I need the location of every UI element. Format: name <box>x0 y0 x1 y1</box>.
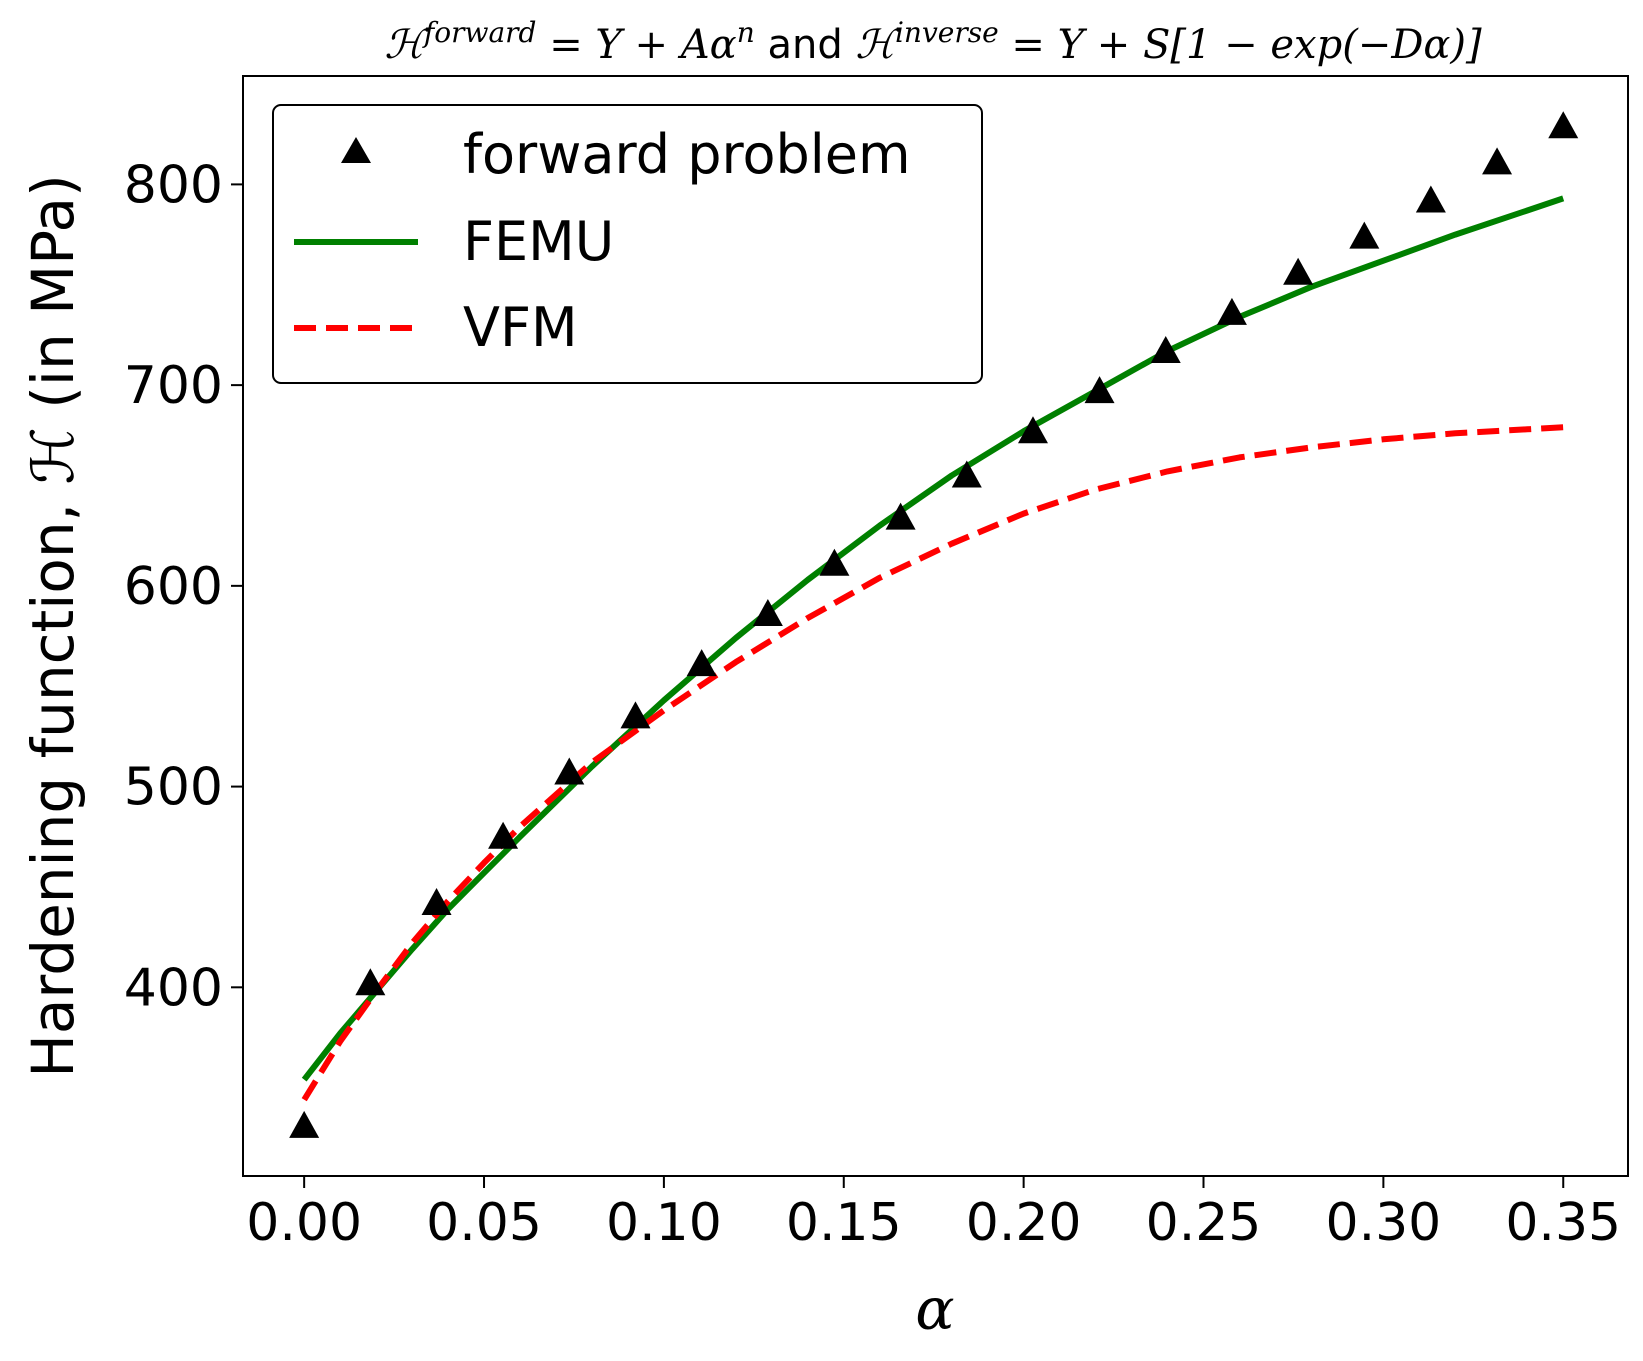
title-sup-forward: forward <box>422 16 537 49</box>
title-sup-n: n <box>737 16 755 49</box>
y-tick-label: 400 <box>124 958 223 1018</box>
title-eq-inverse: = Y + S[1 − exp(−Dα)] <box>999 22 1482 68</box>
x-tick-label: 0.25 <box>1146 1193 1262 1253</box>
title-h-forward: ℋ <box>384 22 429 68</box>
series-layer <box>289 111 1579 1138</box>
data-point-forward-problem <box>1150 336 1181 364</box>
data-point-forward-problem <box>885 502 916 530</box>
legend-label-vfm: VFM <box>463 296 578 359</box>
data-point-forward-problem <box>819 548 850 576</box>
data-point-forward-problem <box>355 968 386 996</box>
data-point-forward-problem <box>421 888 452 916</box>
data-point-forward-problem <box>289 1110 320 1138</box>
y-tick-label: 500 <box>124 758 223 818</box>
legend-marker-forward-triangle <box>341 137 371 163</box>
x-tick-label: 0.10 <box>606 1193 722 1253</box>
x-tick-label: 0.20 <box>966 1193 1082 1253</box>
legend: forward problem FEMU VFM <box>272 104 983 384</box>
legend-box <box>272 104 983 384</box>
data-point-forward-problem <box>1017 416 1048 444</box>
x-axis-label: α <box>915 1275 954 1343</box>
data-point-forward-problem <box>1283 257 1314 285</box>
data-point-forward-problem <box>554 757 585 785</box>
x-tick-label: 0.30 <box>1325 1193 1441 1253</box>
y-tick-label: 700 <box>124 356 223 416</box>
title-sup-inverse: inverse <box>895 16 999 49</box>
title-and: and <box>755 22 856 68</box>
data-point-forward-problem <box>1216 297 1247 325</box>
data-point-forward-problem <box>488 821 519 849</box>
data-point-forward-problem <box>620 701 651 729</box>
x-tick-label: 0.05 <box>426 1193 542 1253</box>
data-point-forward-problem <box>951 460 982 488</box>
x-tick-label: 0.15 <box>786 1193 902 1253</box>
data-point-forward-problem <box>686 649 717 677</box>
data-point-forward-problem <box>1084 376 1115 404</box>
data-point-forward-problem <box>1349 221 1380 249</box>
data-point-forward-problem <box>752 598 783 626</box>
series-line-femu <box>301 195 1565 1082</box>
y-tick-label: 800 <box>124 155 223 215</box>
title-h-inverse: ℋ <box>855 22 900 68</box>
x-tick-label: 0.35 <box>1505 1193 1621 1253</box>
title-eq-forward: = Y + Aα <box>536 22 736 68</box>
data-point-forward-problem <box>1548 111 1579 139</box>
legend-label-femu: FEMU <box>463 210 614 273</box>
ticks-layer: 0.00 0.05 0.10 0.15 0.20 0.25 0.30 0.35 400 500 60… <box>124 155 1621 1253</box>
data-point-forward-problem <box>1482 147 1513 175</box>
y-axis-label: Hardening function, ℋ (in MPa) <box>19 174 87 1077</box>
series-line-vfm <box>301 424 1564 1102</box>
y-tick-label: 600 <box>124 557 223 617</box>
plot-frame <box>242 75 1629 1177</box>
chart-title: ℋforward = Y + Aαn and ℋinverse = Y + S[… <box>384 16 1482 68</box>
legend-label-forward: forward problem <box>463 123 911 186</box>
data-point-forward-problem <box>1415 185 1446 213</box>
x-tick-label: 0.00 <box>246 1193 362 1253</box>
